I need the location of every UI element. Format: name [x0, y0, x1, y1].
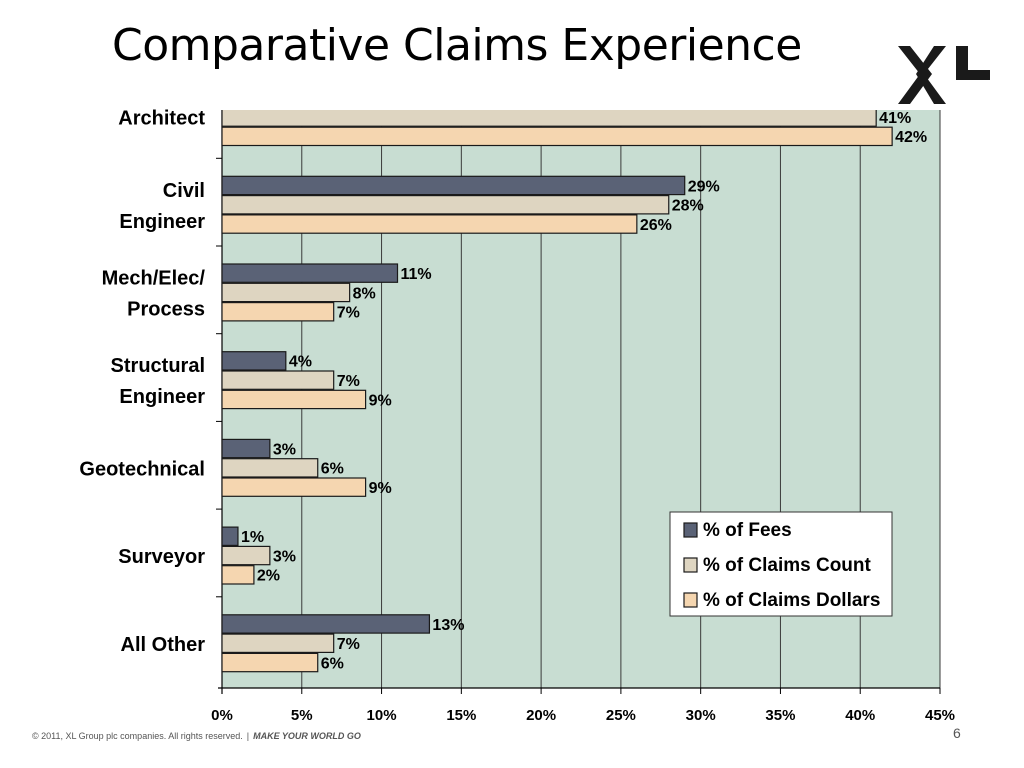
x-tick-label: 10% — [367, 707, 397, 724]
bar--of-fees-6 — [221, 614, 431, 634]
category-label: Engineer — [119, 211, 205, 233]
bar--of-fees-2 — [221, 263, 399, 283]
legend-label: % of Fees — [703, 520, 792, 541]
data-label: 1% — [241, 529, 264, 546]
data-label: 7% — [337, 373, 360, 390]
legend: % of Fees % of Claims Count % of Claims Do… — [669, 511, 893, 617]
category-label: All Other — [121, 634, 206, 656]
bar--of-fees-1 — [221, 175, 686, 196]
bar--of-fees-5 — [221, 526, 239, 546]
data-label: 6% — [321, 655, 344, 672]
bar--of-claims-count-3 — [221, 370, 335, 390]
legend-swatch-0 — [683, 522, 698, 538]
data-label: 4% — [289, 354, 312, 371]
data-label: 41% — [879, 110, 911, 127]
data-label: 26% — [640, 217, 672, 234]
x-tick-label: 5% — [291, 707, 313, 724]
bars-group: 41% 42% 29% 28%26% 11% 8% 7% 4% 7% 9% 3% 6% 9% 1% 3% 2%… — [221, 110, 927, 673]
data-label: 28% — [672, 198, 704, 215]
legend-swatch-2 — [683, 592, 698, 608]
category-label: Structural — [111, 355, 205, 377]
x-tick-label: 0% — [211, 707, 233, 724]
legend-swatch-1 — [683, 557, 698, 573]
xl-logo-l-mark — [956, 46, 990, 80]
bar--of-claims-count-5 — [221, 545, 271, 566]
data-label: 9% — [369, 480, 392, 497]
legend-box — [669, 511, 893, 617]
bar--of-claims-count-2 — [221, 282, 351, 303]
category-label: Civil — [163, 180, 205, 202]
bar--of-fees-4 — [221, 438, 271, 459]
xl-logo — [898, 46, 990, 104]
footer-separator: | — [246, 731, 250, 741]
legend-label: % of Claims Count — [703, 555, 872, 576]
bar--of-claims-count-6 — [221, 633, 335, 653]
legend-label: % of Claims Dollars — [703, 590, 880, 611]
x-tick-label: 40% — [845, 707, 875, 724]
data-label: 2% — [257, 568, 280, 585]
slide-title: Comparative Claims Experience — [112, 20, 802, 71]
data-label: 3% — [273, 441, 296, 458]
bar--of-claims-dollars-0 — [221, 126, 893, 147]
bar--of-claims-count-4 — [221, 458, 319, 478]
bar--of-claims-dollars-2 — [221, 302, 335, 322]
footer-tagline: MAKE YOUR WORLD GO — [253, 731, 361, 741]
data-label: 29% — [688, 178, 720, 195]
footer: © 2011, XL Group plc companies. All righ… — [32, 731, 361, 741]
x-tick-label: 20% — [526, 707, 556, 724]
x-tick-label: 45% — [925, 707, 955, 724]
footer-copyright: © 2011, XL Group plc companies. All righ… — [32, 731, 243, 741]
x-tick-label: 30% — [686, 707, 716, 724]
category-label: Engineer — [119, 386, 205, 408]
data-label: 13% — [432, 617, 464, 634]
bar--of-claims-dollars-6 — [221, 652, 319, 673]
bar--of-claims-count-0 — [221, 110, 877, 127]
x-tick-label: 35% — [765, 707, 795, 724]
x-tick-label: 15% — [446, 707, 476, 724]
category-label: Process — [127, 298, 205, 320]
xl-logo-x-mark — [898, 46, 946, 104]
data-label: 9% — [369, 392, 392, 409]
category-label: Architect — [118, 108, 205, 130]
data-label: 8% — [353, 285, 376, 302]
data-label: 42% — [895, 129, 927, 146]
data-label: 7% — [337, 305, 360, 322]
category-label: Geotechnical — [79, 458, 205, 480]
bar--of-claims-dollars-1 — [221, 214, 638, 234]
bar--of-claims-dollars-3 — [221, 389, 367, 410]
data-label: 6% — [321, 461, 344, 478]
category-label: Mech/Elec/ — [102, 267, 206, 289]
data-label: 7% — [337, 636, 360, 653]
bar--of-claims-dollars-5 — [221, 565, 255, 585]
data-label: 3% — [273, 548, 296, 565]
x-tick-label: 25% — [606, 707, 636, 724]
bar--of-fees-3 — [221, 351, 287, 371]
page-number: 6 — [953, 725, 961, 741]
bar--of-claims-dollars-4 — [221, 477, 367, 497]
bar--of-claims-count-1 — [221, 195, 670, 215]
category-label: Surveyor — [118, 546, 205, 568]
data-label: 11% — [401, 266, 432, 283]
